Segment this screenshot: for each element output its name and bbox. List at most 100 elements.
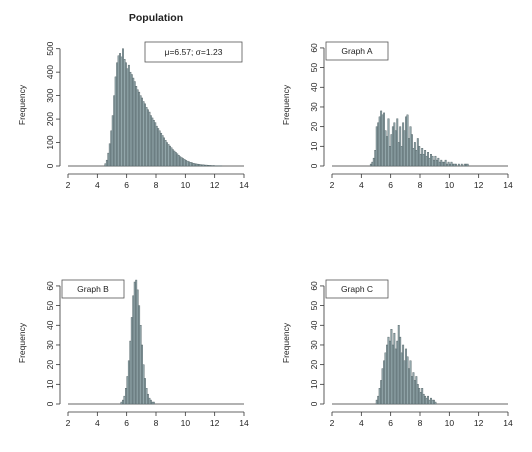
histogram-bar bbox=[386, 344, 388, 405]
histogram-bar bbox=[440, 159, 443, 167]
histogram-bar bbox=[202, 164, 205, 167]
histogram-bar bbox=[122, 399, 124, 405]
histogram-bar bbox=[419, 153, 422, 167]
x-tick-label: 2 bbox=[66, 418, 71, 428]
chart-title: Population bbox=[129, 12, 183, 24]
histogram-bar bbox=[208, 165, 211, 167]
histogram-bar bbox=[425, 155, 428, 167]
histogram-bar bbox=[139, 95, 142, 167]
histogram-bar bbox=[400, 146, 403, 167]
histogram-bar bbox=[399, 126, 402, 167]
histogram-bar bbox=[149, 115, 152, 167]
histogram-bar bbox=[377, 395, 380, 405]
histogram-bar bbox=[114, 76, 117, 167]
histogram-bar bbox=[136, 89, 139, 167]
histogram-bar bbox=[154, 122, 157, 167]
histogram-bar bbox=[403, 130, 406, 167]
histogram-bar bbox=[179, 156, 182, 167]
y-tick-label: 10 bbox=[309, 141, 319, 151]
histogram-bar bbox=[431, 155, 434, 167]
histogram-bar bbox=[394, 130, 397, 167]
histogram-bar bbox=[123, 395, 126, 405]
histogram-bar bbox=[396, 340, 399, 405]
histogram-bar bbox=[124, 62, 127, 167]
histogram-bar bbox=[378, 388, 381, 405]
histogram-bar bbox=[405, 116, 408, 167]
histogram-bar bbox=[151, 117, 154, 167]
histogram-bar bbox=[146, 109, 149, 167]
x-tick-label: 10 bbox=[181, 418, 191, 428]
histogram-bar bbox=[463, 163, 466, 167]
histogram-bar bbox=[377, 122, 380, 167]
histogram-bar bbox=[141, 344, 143, 405]
x-tick-label: 8 bbox=[418, 418, 423, 428]
histogram-bar bbox=[371, 161, 374, 167]
histogram-bar bbox=[158, 130, 161, 167]
histogram-bar bbox=[449, 163, 452, 167]
histogram-bar bbox=[204, 164, 207, 167]
y-tick-label: 50 bbox=[309, 301, 319, 311]
y-tick-label: 50 bbox=[309, 63, 319, 73]
x-tick-label: 10 bbox=[181, 180, 191, 190]
histogram-bar bbox=[424, 395, 427, 405]
histogram-bar bbox=[437, 157, 440, 167]
histogram-bar bbox=[122, 48, 124, 167]
histogram-bar bbox=[412, 372, 415, 405]
histogram-bar bbox=[130, 317, 133, 405]
histogram-bar bbox=[108, 143, 111, 167]
histogram-bar bbox=[369, 163, 372, 167]
histogram-bar bbox=[374, 150, 377, 167]
histogram-bar bbox=[110, 130, 113, 167]
histogram-bar bbox=[427, 152, 430, 167]
histogram-bar bbox=[189, 162, 192, 167]
histogram-bar bbox=[120, 401, 123, 405]
histogram-bar bbox=[431, 399, 434, 405]
histogram-bar bbox=[126, 376, 129, 405]
histogram-bar bbox=[141, 97, 143, 167]
histogram-bar bbox=[380, 110, 383, 167]
histogram-bar bbox=[455, 163, 457, 167]
y-tick-label: 200 bbox=[45, 112, 55, 126]
histogram-bar bbox=[394, 348, 397, 405]
histogram-bar bbox=[421, 388, 424, 405]
y-tick-label: 60 bbox=[309, 43, 319, 53]
x-tick-label: 4 bbox=[359, 418, 364, 428]
histogram-bar bbox=[127, 64, 130, 167]
histogram-bar bbox=[453, 163, 456, 167]
histogram-bar bbox=[190, 162, 193, 167]
x-tick-label: 4 bbox=[359, 180, 364, 190]
histogram-bar bbox=[433, 159, 435, 167]
x-tick-label: 12 bbox=[210, 418, 220, 428]
histogram-bar bbox=[123, 59, 126, 167]
histogram-bar bbox=[124, 388, 127, 405]
histogram-bar bbox=[185, 160, 187, 167]
panel-graph-a: 2 4 6 8 10 12 14 0 10 20 30 40 50 60 Frequency Graph A bbox=[281, 41, 513, 190]
histogram-bar bbox=[144, 103, 146, 167]
x-tick-label: 4 bbox=[95, 418, 100, 428]
histogram-bar bbox=[402, 344, 405, 405]
histogram-bar bbox=[192, 162, 195, 167]
histogram-bar bbox=[391, 126, 394, 167]
histogram-bar bbox=[418, 388, 421, 405]
histogram-bar bbox=[174, 152, 177, 167]
y-tick-label: 30 bbox=[309, 340, 319, 350]
x-tick-label: 6 bbox=[388, 180, 393, 190]
panel-population: 2 4 6 8 10 12 14 0 100 200 300 400 500 Frequency Popul… bbox=[17, 12, 249, 190]
histogram-bar bbox=[129, 340, 132, 405]
histogram-bar bbox=[138, 91, 141, 167]
histogram-bar bbox=[144, 378, 146, 405]
histogram-bar bbox=[129, 71, 132, 167]
histogram-bar bbox=[207, 165, 209, 167]
histogram-bar bbox=[444, 159, 447, 167]
histogram-bar bbox=[422, 393, 425, 405]
x-tick-label: 10 bbox=[445, 180, 455, 190]
y-tick-label: 10 bbox=[309, 379, 319, 389]
histogram-bar bbox=[427, 395, 430, 405]
histogram-bar bbox=[161, 135, 164, 167]
y-tick-label: 100 bbox=[45, 135, 55, 149]
histogram-bar bbox=[397, 142, 400, 167]
histogram-bar bbox=[381, 114, 384, 167]
y-tick-label: 30 bbox=[309, 102, 319, 112]
histogram-bar bbox=[142, 101, 145, 167]
